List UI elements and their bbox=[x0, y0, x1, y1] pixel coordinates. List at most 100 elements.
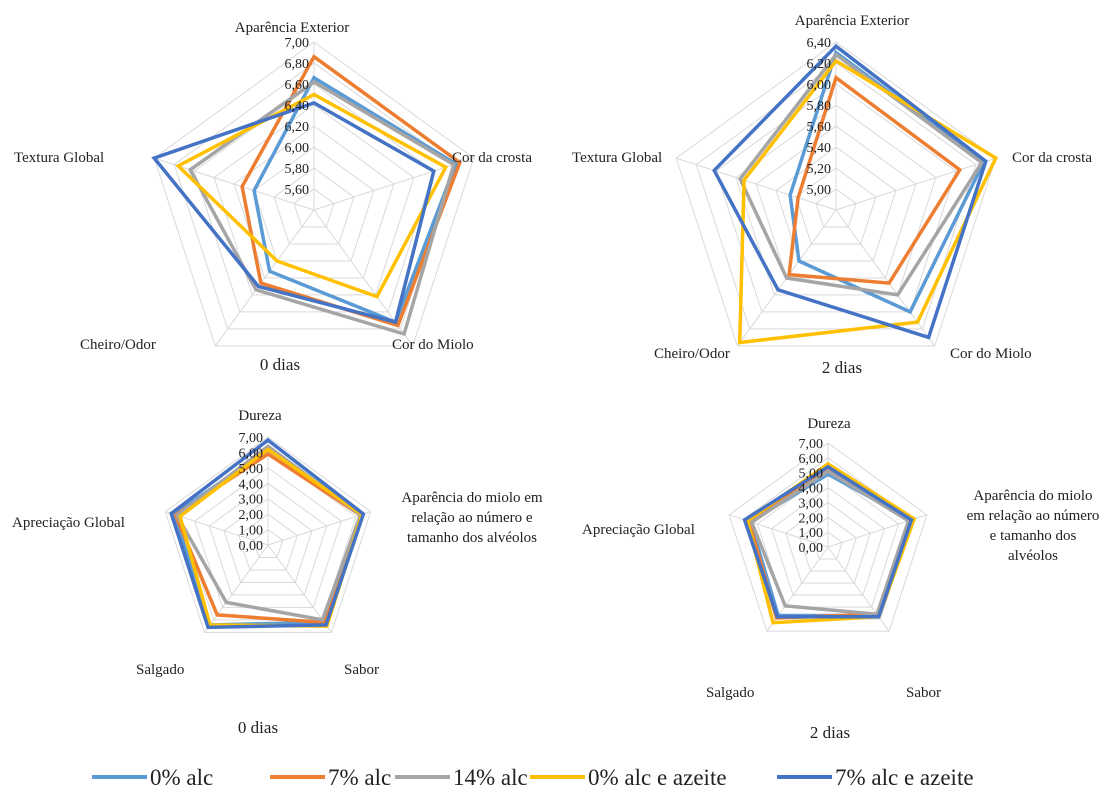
series-0-alc-e-azeite bbox=[737, 58, 999, 345]
category-label: Textura Global bbox=[14, 150, 104, 166]
grid-ring bbox=[238, 513, 298, 571]
grid-ring bbox=[799, 516, 857, 572]
series-0-alc bbox=[252, 75, 458, 325]
tick-label: 3,00 bbox=[239, 493, 264, 508]
tick-label: 7,00 bbox=[285, 36, 310, 51]
tick-label: 6,60 bbox=[285, 78, 310, 93]
grid-ring bbox=[795, 167, 877, 245]
category-label: Dureza bbox=[238, 408, 282, 424]
legend-label: 0% alc bbox=[150, 765, 213, 790]
tick-label: 6,20 bbox=[807, 57, 832, 72]
tick-label: 4,00 bbox=[799, 482, 824, 497]
chart-caption: 0 dias bbox=[238, 718, 278, 737]
series-7-alc-e-azeite bbox=[151, 100, 436, 325]
legend-label: 0% alc e azeite bbox=[588, 765, 727, 790]
legend-label: 7% alc e azeite bbox=[835, 765, 974, 790]
category-label: Sabor bbox=[344, 662, 379, 678]
category-label: Cor da crosta bbox=[452, 150, 532, 166]
grid-ring bbox=[675, 41, 997, 347]
category-label: Dureza bbox=[807, 416, 851, 432]
series-14-alc bbox=[738, 52, 985, 297]
tick-label: 6,20 bbox=[285, 120, 310, 135]
grid-ring bbox=[735, 104, 937, 296]
tick-label: 6,00 bbox=[239, 446, 264, 461]
tick-label: 2,00 bbox=[799, 511, 824, 526]
category-label: Aparência Exterior bbox=[795, 13, 910, 29]
grid-ring bbox=[223, 498, 313, 583]
legend-label: 7% alc bbox=[328, 765, 391, 790]
tick-label: 6,40 bbox=[807, 36, 832, 51]
category-label: Cor da crosta bbox=[1012, 150, 1092, 166]
tick-label: 3,00 bbox=[799, 496, 824, 511]
chart-caption: 0 dias bbox=[260, 355, 300, 374]
grid-ring bbox=[715, 83, 957, 313]
category-label: Salgado bbox=[706, 685, 754, 701]
grid-spoke bbox=[267, 544, 332, 633]
grid-ring bbox=[695, 62, 977, 330]
tick-label: 0,00 bbox=[239, 539, 264, 554]
radar-chart-3: 0,001,002,003,004,005,006,007,00 Dureza Ap… bbox=[12, 408, 543, 737]
grid-ring bbox=[728, 442, 928, 632]
category-label: Aparência do miolo em relação ao número e… bbox=[401, 490, 543, 546]
tick-label: 7,00 bbox=[799, 437, 824, 452]
category-label: Cheiro/Odor bbox=[654, 346, 730, 362]
grid-ring bbox=[775, 146, 897, 262]
grid-ring bbox=[770, 486, 886, 596]
grid-spoke bbox=[214, 209, 315, 347]
series-0-alc-e-azeite bbox=[175, 92, 449, 299]
series-7-alc-e-azeite bbox=[742, 464, 914, 619]
grid-spoke bbox=[676, 157, 837, 211]
legend-label: 14% alc bbox=[453, 765, 528, 790]
grid-spoke bbox=[267, 511, 371, 546]
category-label: Cheiro/Odor bbox=[80, 337, 156, 353]
category-label: Textura Global bbox=[572, 150, 662, 166]
grid-ring bbox=[164, 436, 372, 633]
grid-ring bbox=[813, 531, 843, 560]
category-label: Cor do Miolo bbox=[392, 337, 474, 353]
chart-caption: 2 dias bbox=[822, 358, 862, 377]
grid-ring bbox=[208, 482, 328, 596]
radar-chart-2: 5,00 5,20 5,40 5,60 5,80 6,00 6,20 6,40 Aparênci… bbox=[572, 13, 1092, 377]
grid-ring bbox=[194, 467, 342, 608]
tick-label: 6,80 bbox=[285, 57, 310, 72]
tick-label: 6,00 bbox=[807, 78, 832, 93]
series-7-alc-e-azeite bbox=[712, 43, 988, 340]
tick-label: 5,60 bbox=[285, 183, 310, 198]
tick-label: 7,00 bbox=[239, 431, 264, 446]
grid-ring bbox=[815, 188, 857, 228]
grid-spoke bbox=[835, 157, 996, 211]
category-label: Apreciação Global bbox=[582, 522, 695, 538]
tick-label: 5,80 bbox=[807, 99, 832, 114]
grid-ring bbox=[193, 83, 435, 313]
tick-label: 6,00 bbox=[285, 141, 310, 156]
tick-label: 1,00 bbox=[239, 524, 264, 539]
grid-ring bbox=[756, 472, 900, 608]
category-label: Aparência Exterior bbox=[235, 20, 350, 36]
tick-label: 5,60 bbox=[807, 120, 832, 135]
grid-spoke bbox=[204, 544, 269, 633]
grid-ring bbox=[153, 41, 475, 347]
grid-spoke bbox=[165, 511, 269, 546]
tick-label: 5,20 bbox=[807, 162, 832, 177]
series-7-alc bbox=[787, 74, 963, 285]
tick-label: 2,00 bbox=[239, 508, 264, 523]
tick-label: 5,00 bbox=[807, 183, 832, 198]
legend: 0% alc 7% alc 14% alc 0% alc e azeite 7% alc… bbox=[92, 765, 974, 790]
category-label: Aparência do miolo em relação ao número e … bbox=[967, 488, 1100, 564]
series-14-alc bbox=[187, 79, 456, 337]
tick-label: 5,40 bbox=[807, 141, 832, 156]
tick-label: 5,00 bbox=[799, 467, 824, 482]
tick-label: 6,40 bbox=[285, 99, 310, 114]
tick-label: 6,00 bbox=[799, 452, 824, 467]
grid-ring bbox=[273, 167, 355, 245]
tick-label: 4,00 bbox=[239, 477, 264, 492]
tick-label: 5,00 bbox=[239, 462, 264, 477]
radar-chart-4: 0,001,002,003,004,005,006,007,00 Dureza Ap… bbox=[582, 416, 1099, 742]
grid-ring bbox=[785, 501, 871, 584]
grid-ring bbox=[293, 188, 335, 228]
category-label: Cor do Miolo bbox=[950, 346, 1032, 362]
category-label: Sabor bbox=[906, 685, 941, 701]
grid-ring bbox=[252, 528, 284, 558]
tick-label: 5,80 bbox=[285, 162, 310, 177]
category-label: Salgado bbox=[136, 662, 184, 678]
